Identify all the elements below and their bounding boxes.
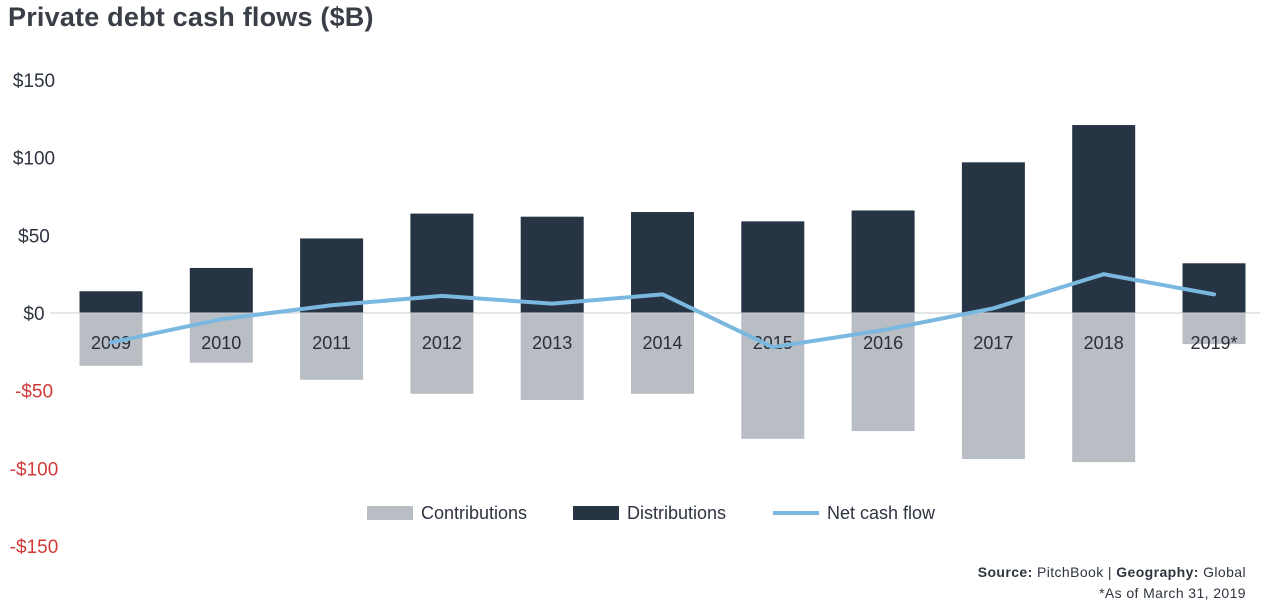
distributions-bar-2015 [741,221,805,313]
net-cash-flow-line [109,272,1216,350]
contributions-bar-2011 [300,313,364,380]
contributions-bar-2018 [1072,313,1136,463]
y-tick-label: -$150 [10,537,59,558]
x-tick-label: 2010 [201,333,241,353]
contributions-bar-2013 [520,313,584,400]
y-axis-labels: $150 $100 $50 $0 -$50 -$100 -$150 [10,71,59,558]
x-tick-label: 2015 [753,333,793,353]
x-tick-label: 2012 [422,333,462,353]
legend-swatch-distributions [573,506,619,520]
x-tick-label: 2017 [973,333,1013,353]
x-tick-label: 2019* [1190,333,1237,353]
source-value: PitchBook [1036,564,1104,580]
x-tick-label: 2013 [532,333,572,353]
legend-label-contributions: Contributions [421,503,527,523]
contributions-bar-2010 [189,313,253,363]
contributions-bar-2019 [1182,313,1246,345]
footnote: *As of March 31, 2019 [1099,585,1246,601]
y-tick-label: -$50 [15,382,53,403]
distributions-bar-2019 [1182,263,1246,313]
geography-value: Global [1203,564,1246,580]
y-tick-label: $50 [18,226,50,247]
distributions-bar-2009 [79,291,143,313]
x-tick-label: 2018 [1084,333,1124,353]
y-tick-label: $0 [23,304,44,325]
contributions-bar-2015 [741,313,805,439]
distributions-bar-2018 [1072,125,1136,314]
distributions-bar-2017 [961,162,1025,313]
x-axis-labels: 2009 2010 2011 2012 2013 2014 2015 2016 2017 2018… [91,333,1238,353]
distributions-bar-2013 [520,216,584,313]
source-separator: | [1107,564,1112,580]
y-tick-label: $150 [13,71,55,92]
x-tick-label: 2011 [312,333,351,353]
legend: Contributions Distributions Net cash flow [367,503,936,523]
y-tick-label: $100 [13,149,55,170]
contributions-bar-2012 [410,313,474,394]
legend-label-net-cash-flow: Net cash flow [827,503,936,523]
contributions-bar-2014 [631,313,694,394]
y-tick-label: -$100 [10,459,59,480]
source-label: Source: [977,564,1033,580]
x-tick-label: 2016 [863,333,903,353]
contributions-bar-2017 [961,313,1025,460]
distributions-bar-2010 [189,267,253,313]
distributions-bar-2011 [300,238,364,313]
source-note: Source: PitchBook | Geography: Global *A… [978,562,1246,604]
legend-label-distributions: Distributions [627,503,726,523]
contributions-bars [79,313,1246,463]
chart-title: Private debt cash flows ($B) [8,2,374,32]
geography-label: Geography: [1116,564,1199,580]
legend-swatch-contributions [367,506,413,520]
x-tick-label: 2014 [642,333,682,353]
distributions-bar-2016 [851,210,915,313]
